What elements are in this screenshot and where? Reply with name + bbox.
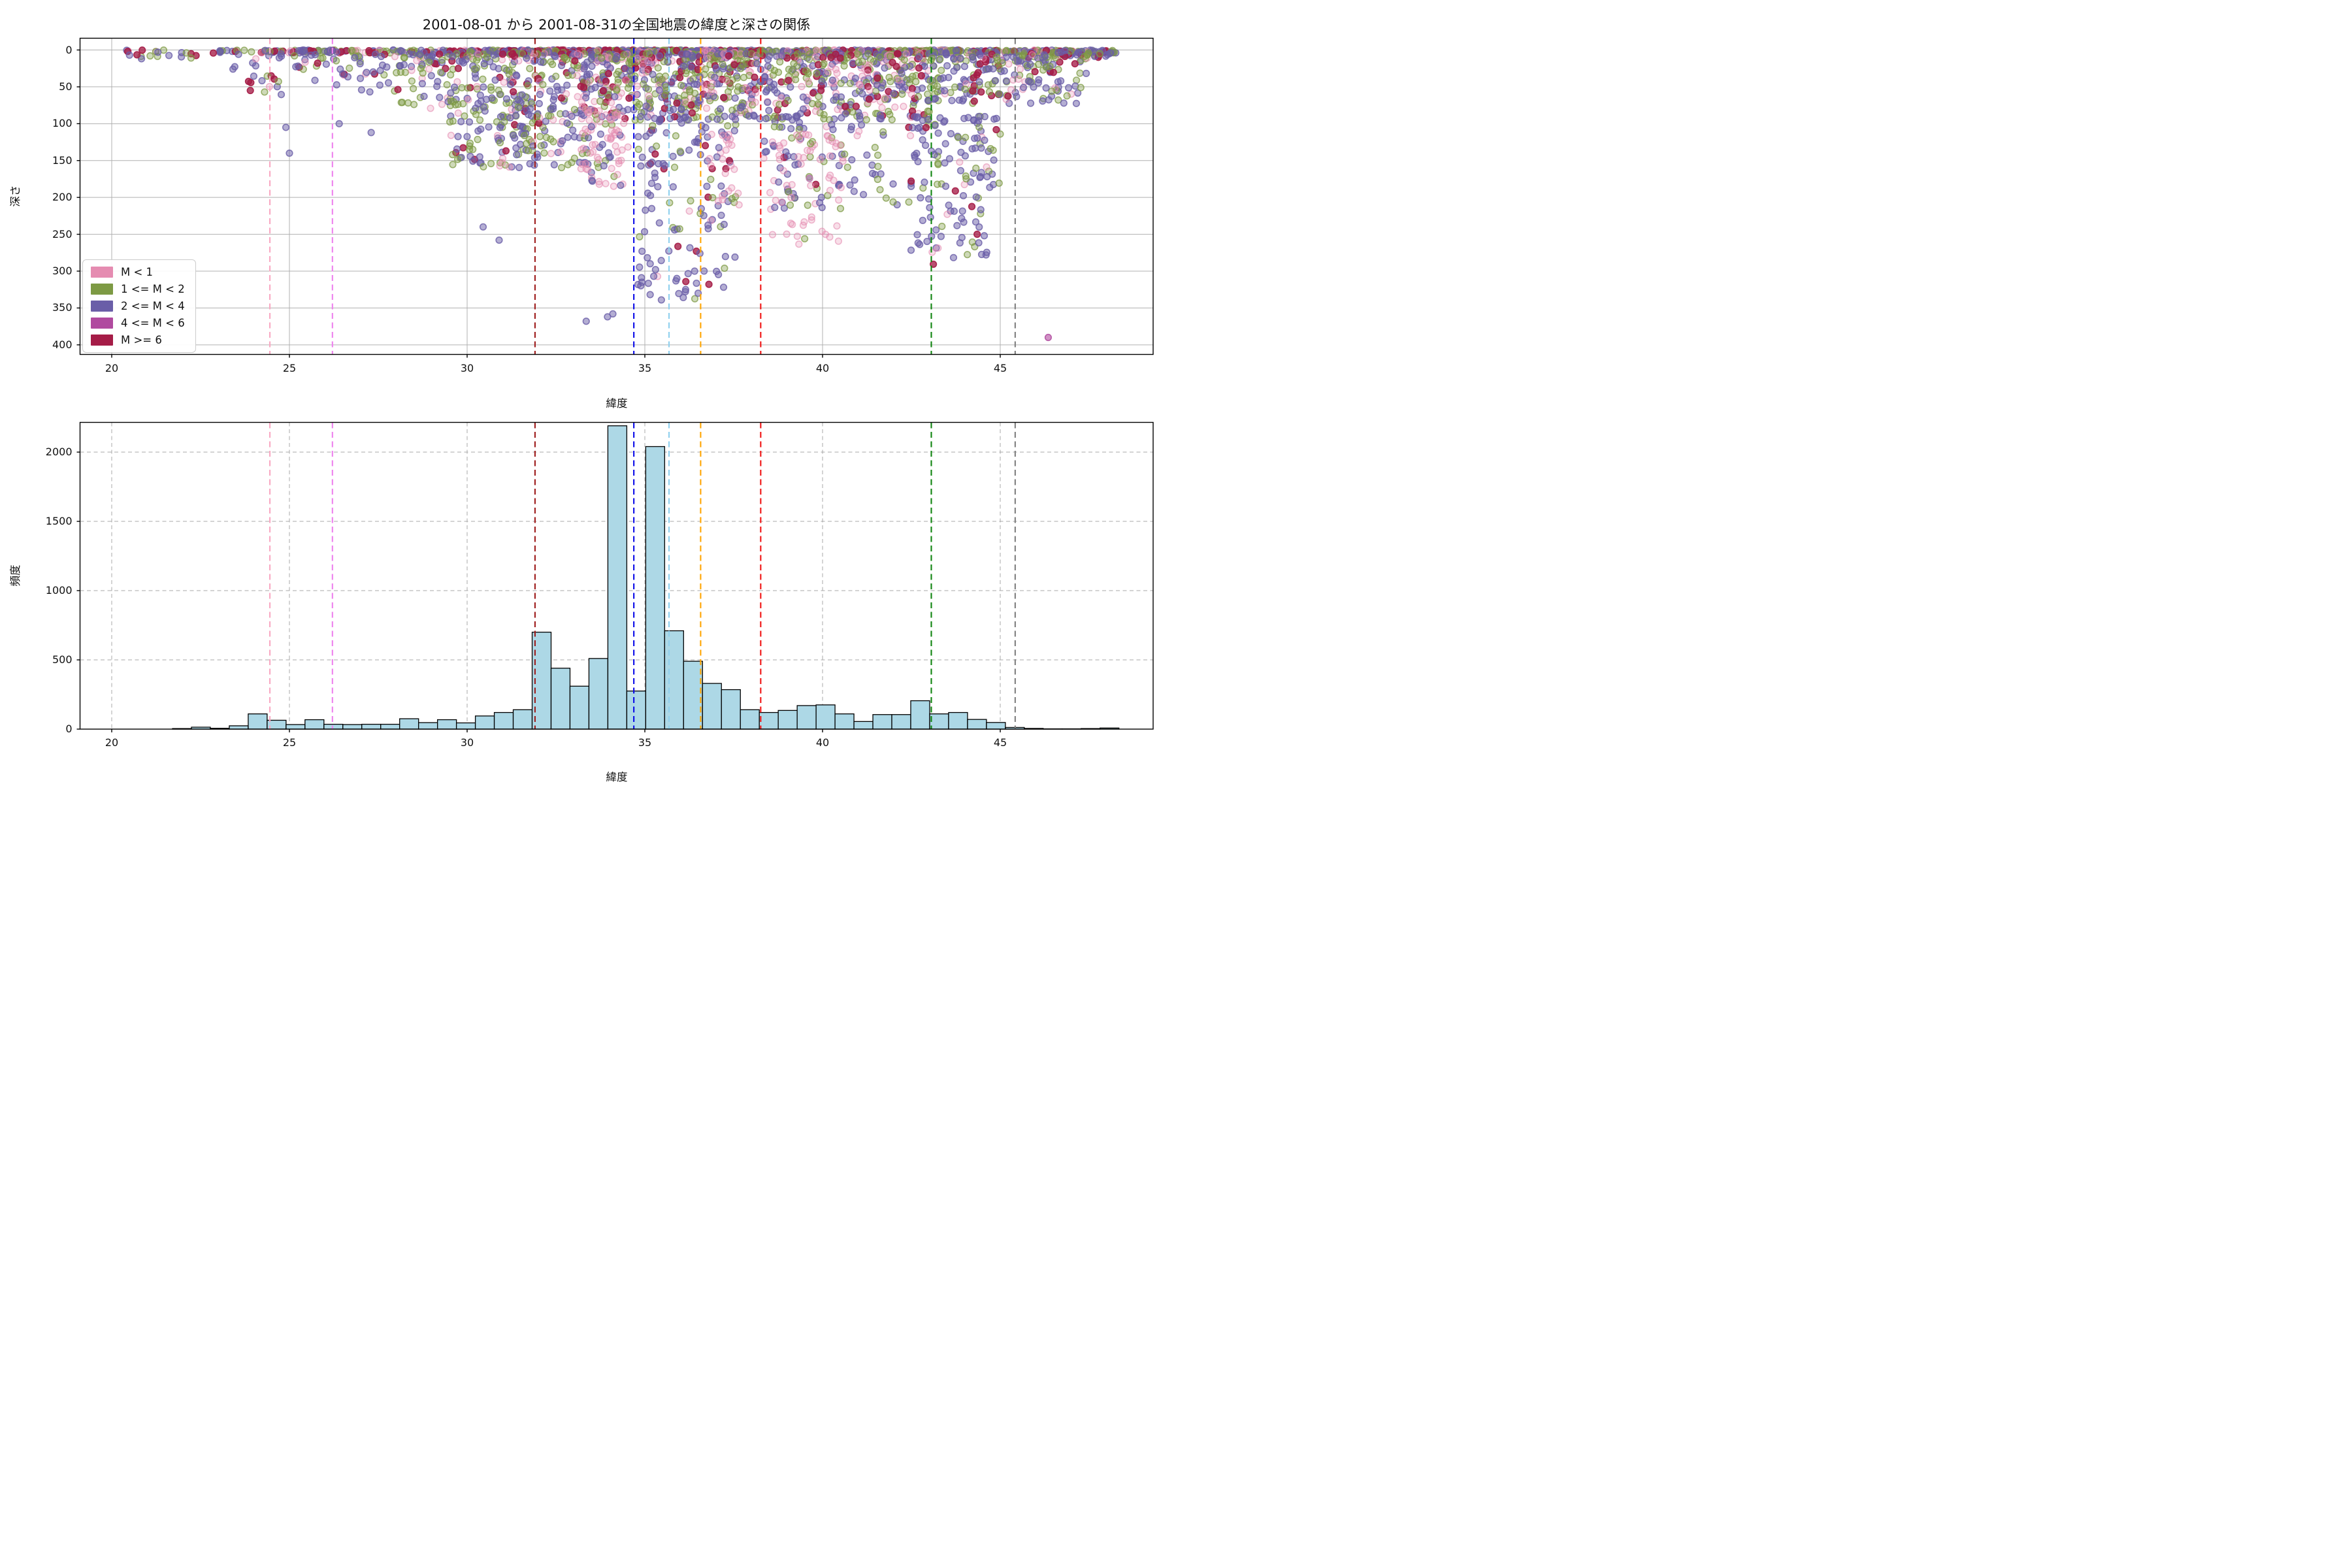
hist-x-tick-25: 25: [282, 736, 297, 749]
scatter-x-tick-30: 30: [460, 361, 474, 374]
hist-xlabel: 緯度: [606, 771, 628, 783]
legend-swatch-icon: [91, 301, 113, 312]
hist-y-tick-0: 0: [65, 723, 73, 735]
legend-swatch-icon: [91, 267, 113, 278]
legend-label: M < 1: [121, 266, 154, 278]
scatter-y-tick-350: 350: [52, 301, 73, 314]
scatter-x-tick-40: 40: [815, 361, 830, 374]
scatter-y-tick-100: 100: [52, 117, 73, 130]
legend-item: 4 <= M < 6: [91, 317, 185, 329]
hist-y-tick-1000: 1000: [45, 584, 73, 596]
hist-y-tick-500: 500: [52, 653, 73, 666]
hist-y-tick-1500: 1500: [45, 515, 73, 527]
hist-x-tick-40: 40: [815, 736, 830, 749]
scatter-x-tick-35: 35: [638, 361, 652, 374]
hist-ylabel: 頻度: [9, 564, 22, 587]
scatter-y-tick-300: 300: [52, 264, 73, 277]
legend-label: 1 <= M < 2: [121, 283, 185, 295]
legend-label: M >= 6: [121, 334, 162, 346]
legend-item: 1 <= M < 2: [91, 283, 185, 295]
legend-swatch-icon: [91, 284, 113, 295]
hist-y-tick-2000: 2000: [45, 446, 73, 458]
scatter-y-tick-200: 200: [52, 191, 73, 204]
scatter-xlabel: 緯度: [606, 397, 628, 410]
legend-label: 4 <= M < 6: [121, 317, 185, 329]
legend-item: M >= 6: [91, 334, 185, 346]
scatter-ylabel: 深さ: [9, 185, 22, 207]
figure: 2001-08-01 から 2001-08-31の全国地震の緯度と深さの関係 深…: [0, 0, 1176, 784]
hist-x-tick-20: 20: [105, 736, 119, 749]
scatter-y-tick-0: 0: [65, 43, 73, 56]
scatter-y-tick-250: 250: [52, 227, 73, 240]
hist-x-tick-35: 35: [638, 736, 652, 749]
hist-x-tick-45: 45: [993, 736, 1007, 749]
legend-swatch-icon: [91, 335, 113, 346]
legend-label: 2 <= M < 4: [121, 300, 185, 312]
chart-title: 2001-08-01 から 2001-08-31の全国地震の緯度と深さの関係: [422, 17, 811, 33]
scatter-y-tick-50: 50: [59, 80, 73, 93]
scatter-y-tick-150: 150: [52, 154, 73, 167]
scatter-y-tick-400: 400: [52, 338, 73, 351]
chart-canvas: [0, 0, 1176, 784]
scatter-x-tick-25: 25: [282, 361, 297, 374]
scatter-x-tick-20: 20: [105, 361, 119, 374]
hist-x-tick-30: 30: [460, 736, 474, 749]
legend-swatch-icon: [91, 318, 113, 329]
scatter-x-tick-45: 45: [993, 361, 1007, 374]
legend: M < 1 1 <= M < 2 2 <= M < 4 4 <= M < 6 M >= …: [82, 259, 196, 353]
legend-item: 2 <= M < 4: [91, 300, 185, 312]
legend-item: M < 1: [91, 266, 185, 278]
